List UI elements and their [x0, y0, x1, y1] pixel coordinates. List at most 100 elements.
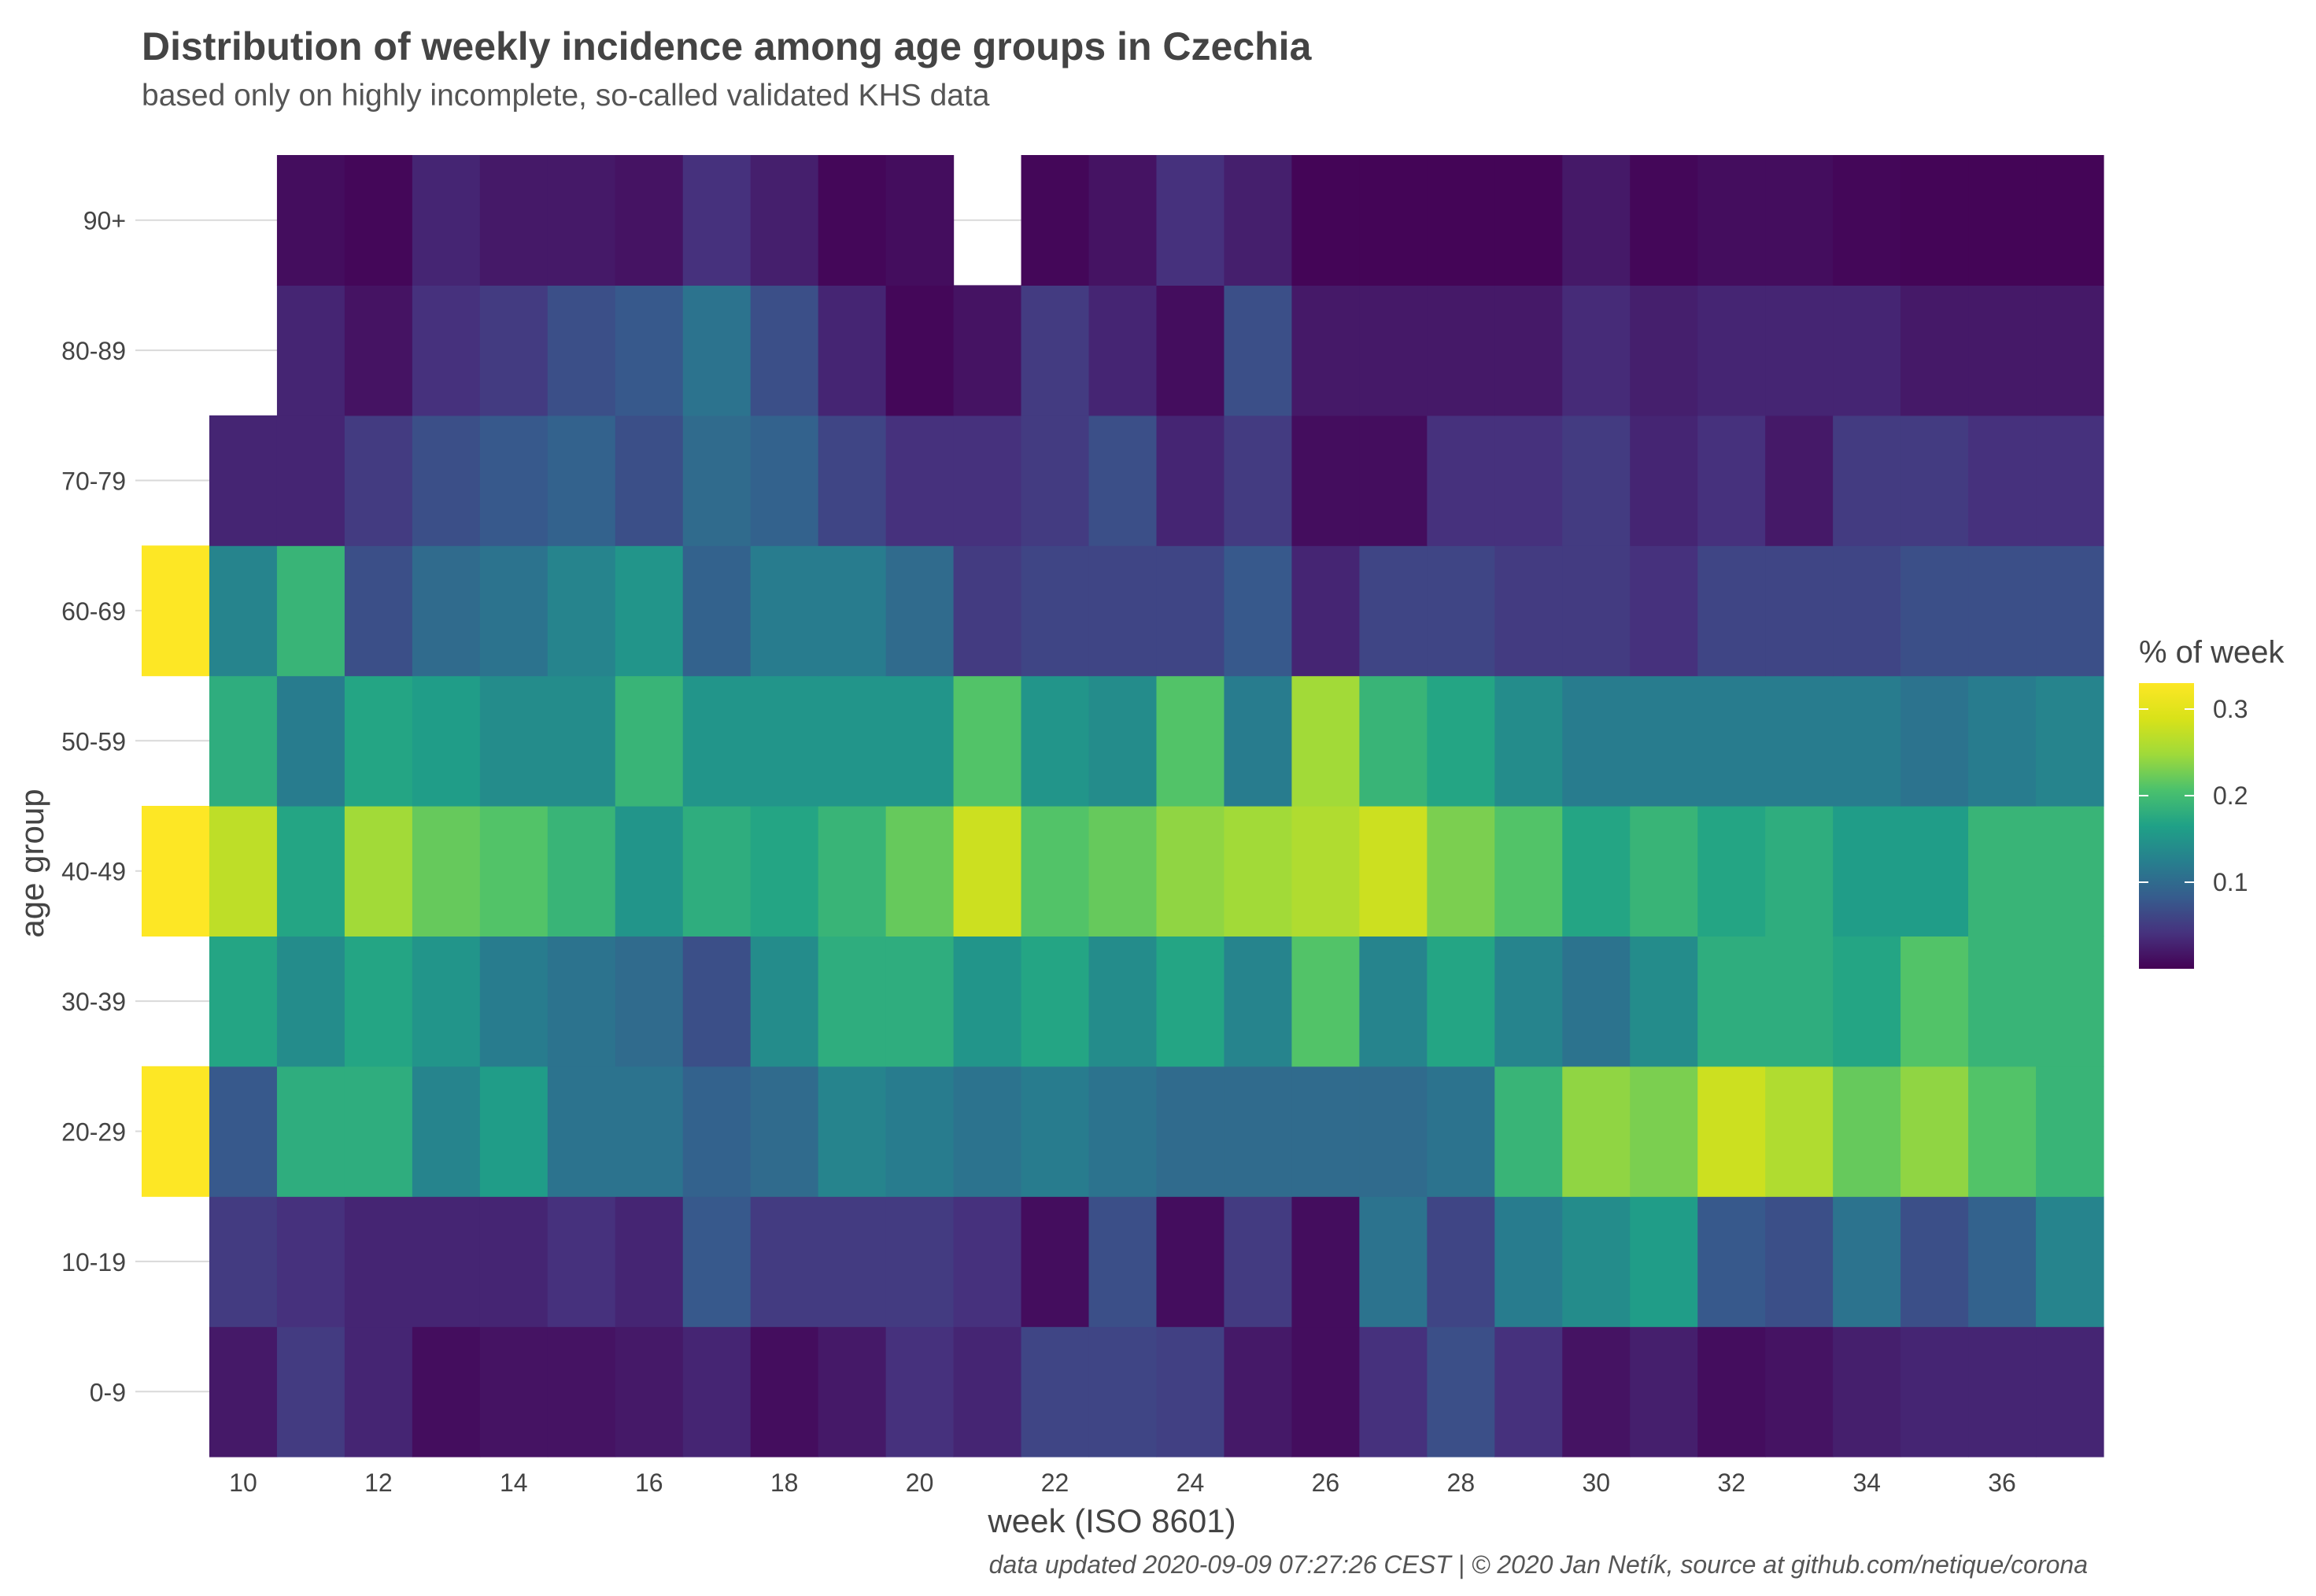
heatmap-cell: [1697, 1326, 1766, 1457]
heatmap-cell: [412, 806, 481, 937]
heatmap-cell: [479, 675, 549, 807]
heatmap-cell: [1833, 155, 1901, 286]
legend-colorbar: [2139, 683, 2194, 969]
heatmap-cell: [344, 1196, 413, 1328]
heatmap-cell: [1224, 545, 1293, 677]
heatmap-cell: [1494, 1066, 1563, 1197]
heatmap-cell: [682, 415, 752, 546]
heatmap-cell: [615, 285, 684, 416]
heatmap-cell: [1224, 155, 1293, 286]
heatmap-cell: [1021, 545, 1090, 677]
heatmap-cell: [1833, 675, 1901, 807]
heatmap-cell: [885, 1196, 955, 1328]
heatmap-cell: [1900, 1326, 1969, 1457]
heatmap-cell: [1224, 1196, 1293, 1328]
heatmap-cell: [1156, 545, 1225, 677]
heatmap-cell: [682, 155, 752, 286]
x-tick-label: 20: [906, 1469, 934, 1497]
x-tick-label: 12: [364, 1469, 393, 1497]
heatmap-cell: [1833, 806, 1901, 937]
heatmap-cell: [953, 1326, 1022, 1457]
y-tick-label: 90+: [83, 207, 126, 235]
legend-tick-label: 0.2: [2213, 781, 2248, 810]
heatmap-cell: [479, 806, 549, 937]
heatmap-cell: [1021, 806, 1090, 937]
heatmap-cell: [885, 806, 955, 937]
heatmap-cell: [1494, 285, 1563, 416]
heatmap-cell: [547, 675, 616, 807]
heatmap-cell: [547, 1066, 616, 1197]
heatmap-cell: [1021, 1196, 1090, 1328]
heatmap-cell: [1968, 806, 2037, 937]
heatmap-cell: [1833, 1326, 1901, 1457]
heatmap-cell: [818, 1196, 887, 1328]
heatmap-cell: [209, 806, 278, 937]
heatmap-cell: [209, 675, 278, 807]
heatmap-cell: [1427, 545, 1495, 677]
heatmap-cell: [1021, 936, 1090, 1067]
y-tick-label: 60-69: [61, 597, 126, 626]
heatmap-cell: [276, 936, 345, 1067]
heatmap-cell: [1630, 1066, 1698, 1197]
heatmap-cell: [1156, 1196, 1225, 1328]
heatmap-cell: [1630, 1326, 1698, 1457]
heatmap-cell: [209, 936, 278, 1067]
heatmap-cell: [1968, 545, 2037, 677]
y-tick-label: 50-59: [61, 727, 126, 756]
heatmap-cell: [750, 675, 819, 807]
heatmap-cell: [1630, 285, 1698, 416]
heatmap-cell: [1088, 1066, 1158, 1197]
heatmap-cell: [1562, 936, 1631, 1067]
heatmap-cell: [682, 936, 752, 1067]
x-axis: 10 12 14 16 18 20 22 24 26 28 30 32 34 36: [229, 1469, 2016, 1497]
heatmap-cell: [1359, 545, 1428, 677]
x-axis-label: week (ISO 8601): [987, 1502, 1236, 1539]
heatmap-cell: [885, 155, 955, 286]
heatmap-cell: [1021, 155, 1090, 286]
heatmap-cell: [953, 545, 1022, 677]
heatmap-cell: [276, 1066, 345, 1197]
heatmap-cell: [818, 415, 887, 546]
color-legend: % of week 0.1 0.2 0.3: [2139, 635, 2285, 969]
heatmap-cell: [2036, 285, 2104, 416]
heatmap-cell: [1224, 1066, 1293, 1197]
heatmap-cell: [1833, 285, 1901, 416]
heatmap-cell: [1427, 1066, 1495, 1197]
heatmap-cell: [818, 675, 887, 807]
heatmap-cell: [1156, 806, 1225, 937]
heatmap-cell: [1562, 415, 1631, 546]
heatmap-cell: [276, 675, 345, 807]
heatmap-cell: [818, 155, 887, 286]
heatmap-cell: [750, 1326, 819, 1457]
heatmap-cell: [1765, 936, 1834, 1067]
heatmap-cell: [818, 1326, 887, 1457]
heatmap-cell: [1697, 936, 1766, 1067]
heatmap-cell: [1156, 1066, 1225, 1197]
heatmap-cell: [1088, 675, 1158, 807]
heatmap-cell: [1359, 155, 1428, 286]
heatmap-cell: [547, 285, 616, 416]
heatmap-cell: [276, 155, 345, 286]
heatmap-cell: [1900, 936, 1969, 1067]
y-tick-label: 20-29: [61, 1118, 126, 1147]
y-tick-label: 70-79: [61, 467, 126, 496]
heatmap-cell: [1156, 675, 1225, 807]
heatmap-cell: [1359, 806, 1428, 937]
heatmap-cell: [1021, 1066, 1090, 1197]
x-tick-label: 36: [1988, 1469, 2016, 1497]
heatmap-cell: [344, 1326, 413, 1457]
heatmap-cell: [1494, 806, 1563, 937]
heatmap-cell: [1494, 1326, 1563, 1457]
heatmap-cell: [1765, 545, 1834, 677]
heatmap-cell: [479, 545, 549, 677]
heatmap-cell: [412, 1326, 481, 1457]
heatmap-cell: [1630, 415, 1698, 546]
heatmap-cell: [1562, 1196, 1631, 1328]
heatmap-cell: [1562, 675, 1631, 807]
heatmap-cell: [344, 415, 413, 546]
x-tick-label: 28: [1447, 1469, 1476, 1497]
chart-caption: data updated 2020-09-09 07:27:26 CEST | …: [988, 1550, 2088, 1579]
heatmap-cell: [1291, 285, 1360, 416]
heatmap-cell: [818, 1066, 887, 1197]
heatmap-cell: [209, 545, 278, 677]
